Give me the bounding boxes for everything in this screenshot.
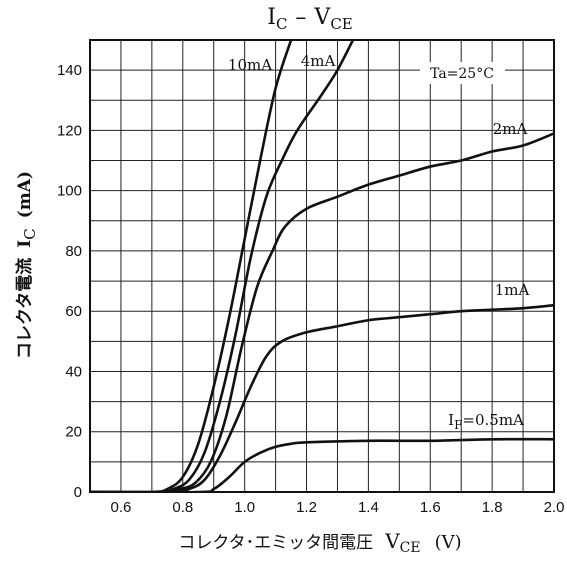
x-tick-label: 1.2 [296,499,317,516]
series-line-10ma [90,40,291,492]
x-tick-label: 1.6 [420,499,441,516]
y-tick-label: 120 [57,122,82,139]
y-tick-label: 100 [57,183,82,200]
y-axis-label: コレクタ電流IC(mA) [14,171,39,359]
x-axis-label: コレクタ･エミッタ間電圧 VCE (V) [178,529,461,556]
curve-label: 2mA [493,120,528,138]
y-tick-label: 40 [65,363,82,380]
chart-title: IC – VCE [267,5,353,33]
curve-labels: 10mA 4mA 2mA 1mA IF=0.5mA [228,52,530,432]
y-tick-label: 80 [65,243,82,260]
series-line-if-0-5ma [90,439,554,492]
x-tick-label: 0.6 [111,499,132,516]
x-tick-label: 2.0 [544,499,565,516]
annotation-ta: Ta=25°C [430,66,494,82]
y-tick-label: 0 [74,484,82,501]
x-tick-label: 0.8 [172,499,193,516]
y-tick-label: 20 [65,424,82,441]
x-tick-label: 1.4 [358,499,379,516]
series-line-4ma [90,40,353,492]
y-tick-label: 140 [57,62,82,79]
curve-label: 1mA [495,281,530,299]
x-tick-label: 1.8 [482,499,503,516]
y-tick-label: 60 [65,303,82,320]
curve-label: IF=0.5mA [448,411,524,432]
series-line-1ma [90,305,554,492]
curve-label: 4mA [301,52,336,70]
svg-text:コレクタ電流IC(mA): コレクタ電流IC(mA) [14,171,39,359]
curve-label: 10mA [228,56,272,74]
x-tick-label: 1.0 [234,499,255,516]
